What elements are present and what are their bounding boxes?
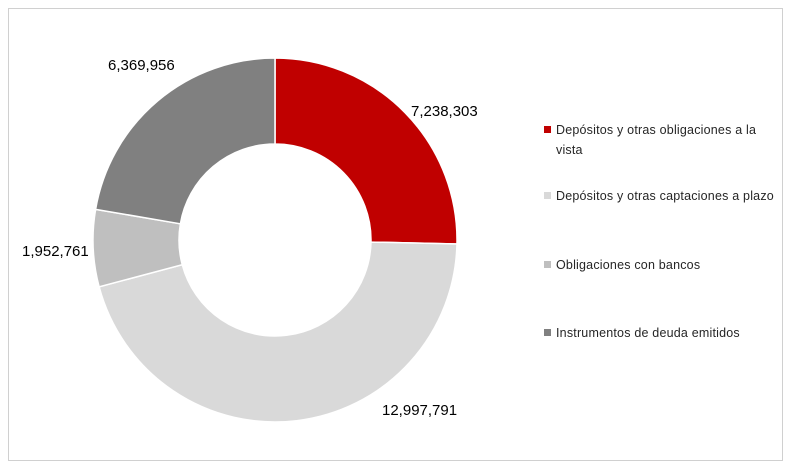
legend-item-plazo: Depósitos y otras captaciones a plazo	[544, 186, 776, 206]
legend-label-plazo: Depósitos y otras captaciones a plazo	[544, 186, 776, 206]
donut-slice-vista	[275, 58, 457, 244]
data-label-bancos: 1,952,761	[22, 243, 89, 260]
legend-swatch-bancos	[544, 261, 551, 268]
data-label-plazo: 12,997,791	[382, 402, 457, 419]
data-label-vista: 7,238,303	[411, 103, 478, 120]
legend-swatch-plazo	[544, 192, 551, 199]
data-label-instrumentos: 6,369,956	[108, 57, 175, 74]
legend-item-instrumentos: Instrumentos de deuda emitidos	[544, 323, 776, 343]
legend-swatch-vista	[544, 126, 551, 133]
legend-item-vista: Depósitos y otras obligaciones a la vist…	[544, 120, 776, 160]
legend-label-instrumentos: Instrumentos de deuda emitidos	[544, 323, 776, 343]
donut-slices	[93, 58, 457, 422]
legend-item-bancos: Obligaciones con bancos	[544, 255, 776, 275]
legend-swatch-instrumentos	[544, 329, 551, 336]
legend-label-bancos: Obligaciones con bancos	[544, 255, 776, 275]
donut-slice-instrumentos	[96, 58, 275, 224]
legend-label-vista: Depósitos y otras obligaciones a la vist…	[544, 120, 776, 160]
